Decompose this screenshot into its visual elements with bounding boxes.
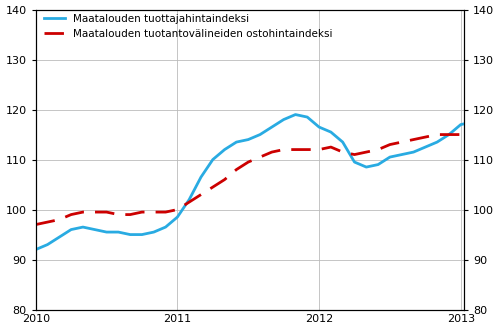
Maatalouden tuotantovälineiden ostohintaindeksi <box>422 135 428 139</box>
Line: Maatalouden tuottajahintaindeksi: Maatalouden tuottajahintaindeksi <box>36 42 500 249</box>
Maatalouden tuottajahintaindeksi <box>422 145 428 149</box>
Maatalouden tuotantovälineiden ostohintaindeksi <box>198 193 204 197</box>
Maatalouden tuotantovälineiden ostohintaindeksi <box>398 140 404 144</box>
Maatalouden tuottajahintaindeksi <box>198 175 204 179</box>
Maatalouden tuotantovälineiden ostohintaindeksi <box>387 143 393 147</box>
Maatalouden tuottajahintaindeksi <box>32 248 38 251</box>
Legend: Maatalouden tuottajahintaindeksi, Maatalouden tuotantovälineiden ostohintaindeks: Maatalouden tuottajahintaindeksi, Maatal… <box>40 10 337 43</box>
Maatalouden tuottajahintaindeksi <box>398 152 404 156</box>
Line: Maatalouden tuotantovälineiden ostohintaindeksi: Maatalouden tuotantovälineiden ostohinta… <box>36 112 500 225</box>
Maatalouden tuotantovälineiden ostohintaindeksi <box>32 223 38 227</box>
Maatalouden tuottajahintaindeksi <box>387 155 393 159</box>
